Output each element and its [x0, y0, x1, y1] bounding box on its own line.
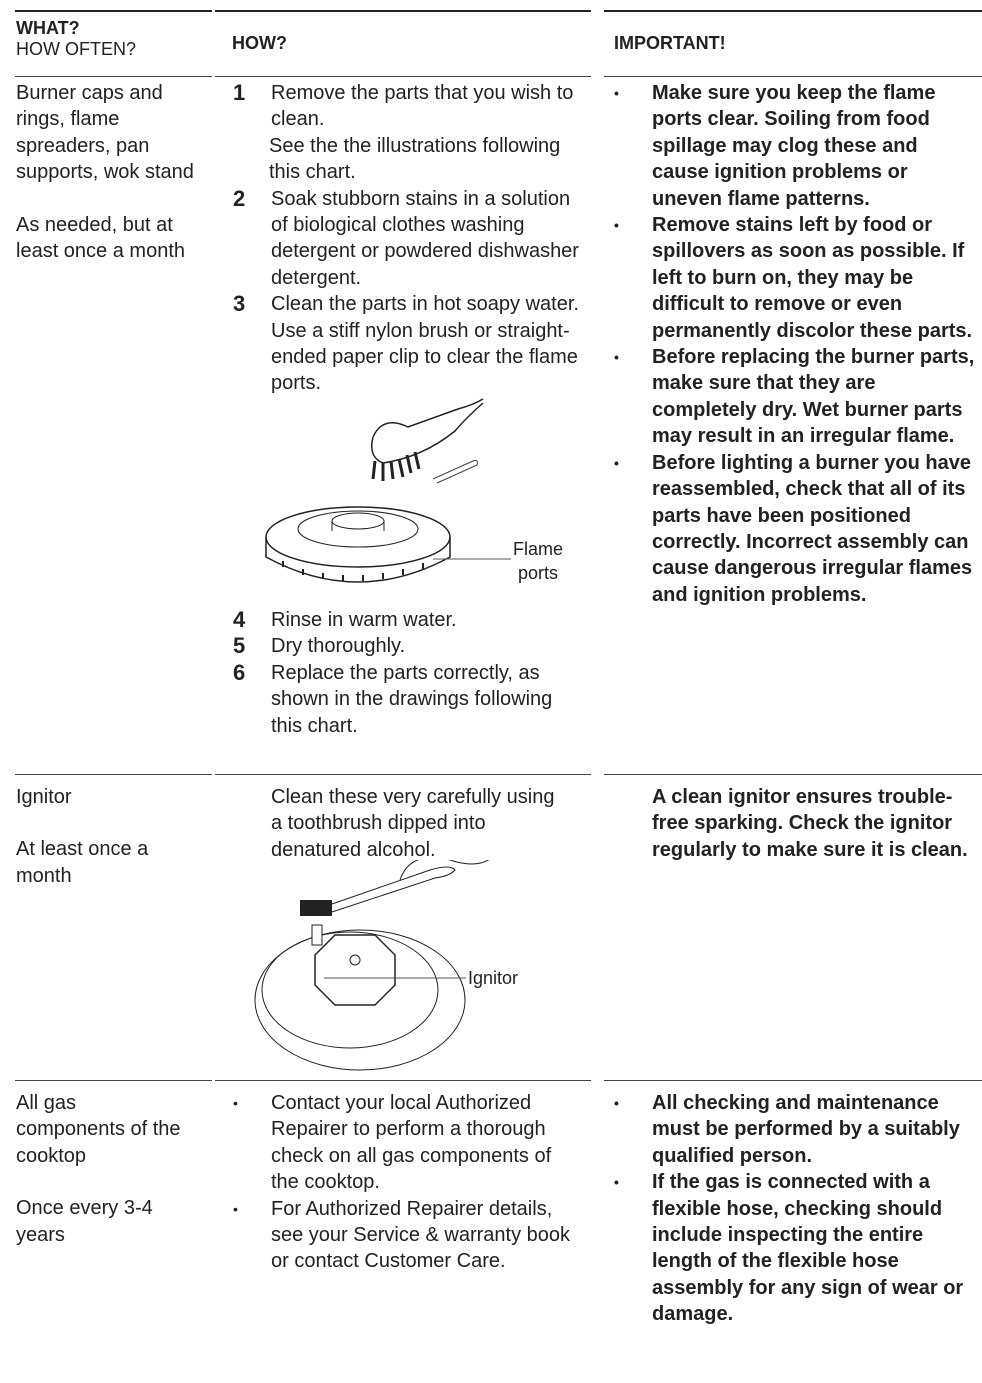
step: 5 Dry thoroughly.	[233, 633, 583, 659]
header-text: HOW OFTEN?	[16, 39, 136, 59]
step-number: 2	[233, 185, 246, 211]
bullet-text: Remove stains left by food or spillovers…	[652, 214, 973, 342]
rule	[215, 1080, 591, 1081]
what-cell: Ignitor At least once a month	[16, 784, 196, 889]
rule	[15, 76, 212, 77]
step-text: Replace the parts correctly, as shown in…	[271, 661, 553, 737]
header-how: HOW?	[232, 33, 287, 53]
rule	[215, 10, 591, 12]
bullet: • If the gas is connected with a flexible…	[614, 1169, 978, 1327]
what: Burner caps and rings, flame spreaders, …	[16, 82, 194, 184]
rule	[604, 10, 982, 12]
step-note: See the the illustrations following this…	[269, 134, 561, 184]
step: 1 Remove the parts that you wish to clean…	[233, 80, 583, 186]
bullet-text: For Authorized Repairer details, see you…	[271, 1197, 571, 1273]
bullet-text: Before lighting a burner you have reasse…	[652, 451, 973, 606]
step-text: Remove the parts that you wish to clean.	[271, 82, 574, 131]
step-text: Soak stubborn stains in a solution of bi…	[271, 187, 579, 289]
step-text: Dry thoroughly.	[271, 635, 406, 658]
rule	[215, 774, 591, 775]
step-number: 5	[233, 633, 246, 659]
header-important: IMPORTANT!	[614, 33, 726, 53]
how-cell: • Contact your local Authorized Repairer …	[233, 1090, 583, 1275]
step-number: 4	[233, 606, 246, 632]
what: All gas components of the cooktop	[16, 1092, 181, 1167]
bullet: • Remove stains left by food or spillover…	[614, 212, 976, 344]
step-text: Rinse in warm water.	[271, 608, 457, 631]
important-cell: • Make sure you keep the flame ports clea…	[614, 80, 976, 608]
rule	[604, 76, 982, 77]
header-what: WHAT? HOW OFTEN?	[16, 18, 136, 60]
important-cell: • All checking and maintenance must be pe…	[614, 1090, 978, 1328]
bullet-text: Before replacing the burner parts, make …	[652, 346, 975, 448]
bullet-text: If the gas is connected with a flexible …	[652, 1171, 964, 1326]
how-often: Once every 3-4 years	[16, 1197, 153, 1246]
what-cell: Burner caps and rings, flame spreaders, …	[16, 80, 196, 264]
bullet: • All checking and maintenance must be pe…	[614, 1090, 978, 1169]
how-cell: Clean these very carefully using a tooth…	[271, 786, 555, 861]
rule	[215, 76, 591, 77]
step: 4 Rinse in warm water.	[233, 607, 583, 633]
bullet: • Make sure you keep the flame ports clea…	[614, 80, 976, 212]
step-number: 3	[233, 291, 246, 317]
how-often: At least once a month	[16, 838, 149, 887]
bullet-text: All checking and maintenance must be per…	[652, 1092, 960, 1167]
header-text: WHAT?	[16, 18, 80, 38]
important-cell: A clean ignitor ensures trouble-free spa…	[652, 786, 968, 861]
how-cell: 1 Remove the parts that you wish to clean…	[233, 80, 583, 739]
bullet: • Before replacing the burner parts, make…	[614, 344, 976, 450]
step: 2 Soak stubborn stains in a solution of b…	[233, 186, 583, 292]
bullet-text: Make sure you keep the flame ports clear…	[652, 82, 936, 210]
rule	[15, 1080, 212, 1081]
what-cell: All gas components of the cooktop Once e…	[16, 1090, 186, 1248]
bullet-text: Contact your local Authorized Repairer t…	[271, 1092, 552, 1194]
rule	[604, 774, 982, 775]
figure-label: Ignitor	[468, 968, 518, 988]
rule	[604, 1080, 982, 1081]
bullet: • Before lighting a burner you have reass…	[614, 450, 976, 608]
step: 3 Clean the parts in hot soapy water. Use…	[233, 291, 583, 397]
bullet: • For Authorized Repairer details, see yo…	[233, 1196, 583, 1275]
how-often: As needed, but at least once a month	[16, 213, 185, 263]
what: Ignitor	[16, 786, 72, 808]
step: 6 Replace the parts correctly, as shown i…	[233, 660, 583, 739]
burner-illustration: Flame ports	[265, 398, 563, 583]
step-text: Clean the parts in hot soapy water. Use …	[271, 293, 579, 395]
ignitor-illustration: Ignitor	[254, 860, 518, 1071]
rule	[15, 774, 212, 775]
step-number: 6	[233, 659, 246, 685]
rule	[15, 10, 212, 12]
bullet: • Contact your local Authorized Repairer …	[233, 1090, 583, 1196]
step-number: 1	[233, 80, 246, 105]
figure-label: Flame ports	[512, 538, 563, 583]
